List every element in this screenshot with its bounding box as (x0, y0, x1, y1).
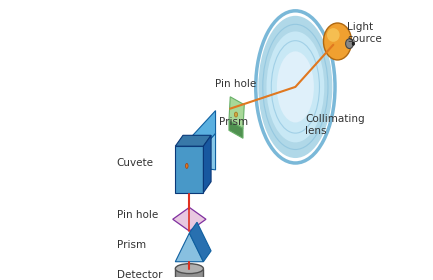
Text: Pin hole: Pin hole (215, 79, 256, 89)
Polygon shape (229, 120, 243, 138)
FancyBboxPatch shape (175, 269, 204, 280)
Polygon shape (185, 133, 216, 170)
Text: Detector: Detector (116, 270, 162, 279)
Text: Prism: Prism (116, 240, 145, 250)
Ellipse shape (327, 28, 339, 42)
Text: Cuvete: Cuvete (116, 158, 154, 168)
Polygon shape (229, 97, 244, 129)
Text: Collimating
lens: Collimating lens (305, 114, 365, 136)
Ellipse shape (266, 31, 324, 142)
Ellipse shape (185, 164, 188, 168)
Text: Light
source: Light source (347, 22, 382, 44)
Polygon shape (175, 146, 204, 193)
Ellipse shape (234, 112, 238, 117)
Polygon shape (175, 135, 211, 146)
Polygon shape (185, 111, 216, 166)
Ellipse shape (175, 264, 204, 274)
Ellipse shape (195, 149, 198, 153)
Text: Pin hole: Pin hole (116, 210, 158, 220)
Polygon shape (173, 207, 206, 231)
Ellipse shape (259, 16, 333, 158)
Ellipse shape (352, 42, 355, 45)
Ellipse shape (277, 51, 314, 122)
Polygon shape (204, 135, 211, 193)
Polygon shape (175, 233, 204, 262)
Text: Prism: Prism (219, 116, 248, 127)
Polygon shape (177, 143, 185, 175)
Ellipse shape (323, 23, 352, 60)
Ellipse shape (346, 39, 353, 48)
Polygon shape (189, 222, 211, 262)
